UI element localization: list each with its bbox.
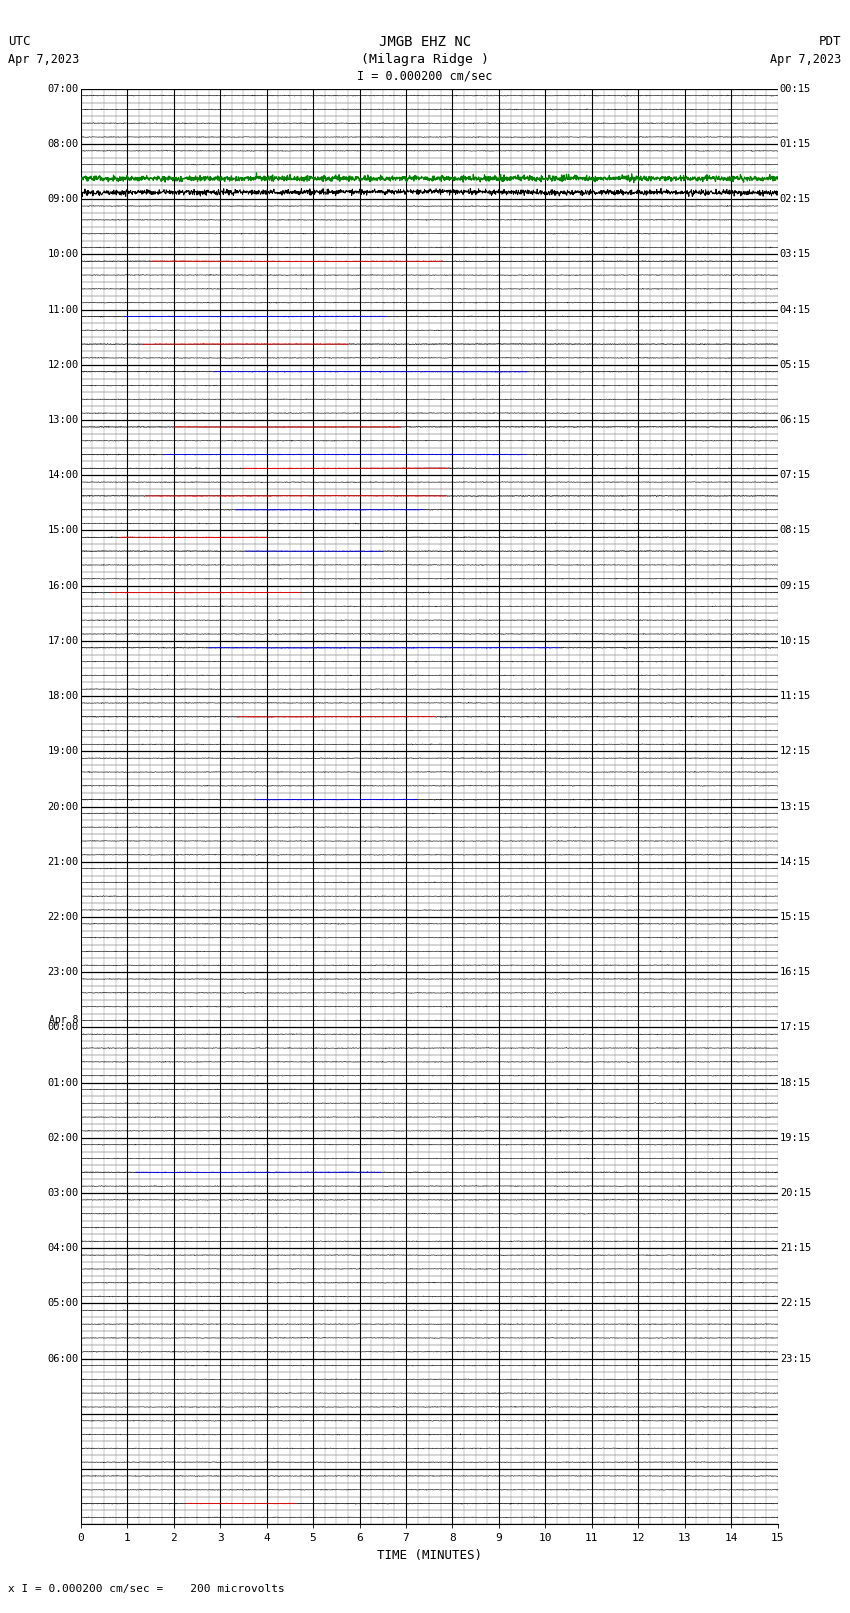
Text: 23:00: 23:00 bbox=[48, 968, 79, 977]
Text: 07:00: 07:00 bbox=[48, 84, 79, 94]
Text: 05:00: 05:00 bbox=[48, 1298, 79, 1308]
Text: 05:15: 05:15 bbox=[779, 360, 811, 369]
Text: 02:00: 02:00 bbox=[48, 1132, 79, 1142]
Text: 21:15: 21:15 bbox=[779, 1244, 811, 1253]
Text: 17:00: 17:00 bbox=[48, 636, 79, 645]
Text: 08:15: 08:15 bbox=[779, 526, 811, 536]
Text: 12:00: 12:00 bbox=[48, 360, 79, 369]
Text: 04:15: 04:15 bbox=[779, 305, 811, 315]
Text: 11:00: 11:00 bbox=[48, 305, 79, 315]
Text: Apr 7,2023: Apr 7,2023 bbox=[8, 53, 80, 66]
Text: x I = 0.000200 cm/sec =    200 microvolts: x I = 0.000200 cm/sec = 200 microvolts bbox=[8, 1584, 286, 1594]
Text: 09:15: 09:15 bbox=[779, 581, 811, 590]
Text: 01:15: 01:15 bbox=[779, 139, 811, 148]
Text: 18:15: 18:15 bbox=[779, 1077, 811, 1087]
Text: 11:15: 11:15 bbox=[779, 690, 811, 702]
Text: 07:15: 07:15 bbox=[779, 471, 811, 481]
Text: 02:15: 02:15 bbox=[779, 194, 811, 205]
Text: 19:15: 19:15 bbox=[779, 1132, 811, 1142]
Text: 19:00: 19:00 bbox=[48, 747, 79, 756]
Text: 22:15: 22:15 bbox=[779, 1298, 811, 1308]
Text: 22:00: 22:00 bbox=[48, 911, 79, 923]
Text: 10:00: 10:00 bbox=[48, 250, 79, 260]
X-axis label: TIME (MINUTES): TIME (MINUTES) bbox=[377, 1548, 482, 1561]
Text: 00:15: 00:15 bbox=[779, 84, 811, 94]
Text: 08:00: 08:00 bbox=[48, 139, 79, 148]
Text: 13:00: 13:00 bbox=[48, 415, 79, 424]
Text: Apr 8: Apr 8 bbox=[49, 1016, 79, 1026]
Text: 21:00: 21:00 bbox=[48, 857, 79, 866]
Text: 00:00: 00:00 bbox=[48, 1023, 79, 1032]
Text: 03:00: 03:00 bbox=[48, 1189, 79, 1198]
Text: 13:15: 13:15 bbox=[779, 802, 811, 811]
Text: PDT: PDT bbox=[819, 35, 842, 48]
Text: 15:15: 15:15 bbox=[779, 911, 811, 923]
Text: 04:00: 04:00 bbox=[48, 1244, 79, 1253]
Text: (Milagra Ridge ): (Milagra Ridge ) bbox=[361, 53, 489, 66]
Text: 14:15: 14:15 bbox=[779, 857, 811, 866]
Text: JMGB EHZ NC: JMGB EHZ NC bbox=[379, 35, 471, 50]
Text: 01:00: 01:00 bbox=[48, 1077, 79, 1087]
Text: I = 0.000200 cm/sec: I = 0.000200 cm/sec bbox=[357, 69, 493, 82]
Text: 20:15: 20:15 bbox=[779, 1189, 811, 1198]
Text: 17:15: 17:15 bbox=[779, 1023, 811, 1032]
Text: 18:00: 18:00 bbox=[48, 690, 79, 702]
Text: 06:00: 06:00 bbox=[48, 1353, 79, 1363]
Text: 16:15: 16:15 bbox=[779, 968, 811, 977]
Text: 23:15: 23:15 bbox=[779, 1353, 811, 1363]
Text: UTC: UTC bbox=[8, 35, 31, 48]
Text: 06:15: 06:15 bbox=[779, 415, 811, 424]
Text: 20:00: 20:00 bbox=[48, 802, 79, 811]
Text: Apr 7,2023: Apr 7,2023 bbox=[770, 53, 842, 66]
Text: 10:15: 10:15 bbox=[779, 636, 811, 645]
Text: 16:00: 16:00 bbox=[48, 581, 79, 590]
Text: 03:15: 03:15 bbox=[779, 250, 811, 260]
Text: 14:00: 14:00 bbox=[48, 471, 79, 481]
Text: 09:00: 09:00 bbox=[48, 194, 79, 205]
Text: 15:00: 15:00 bbox=[48, 526, 79, 536]
Text: 12:15: 12:15 bbox=[779, 747, 811, 756]
